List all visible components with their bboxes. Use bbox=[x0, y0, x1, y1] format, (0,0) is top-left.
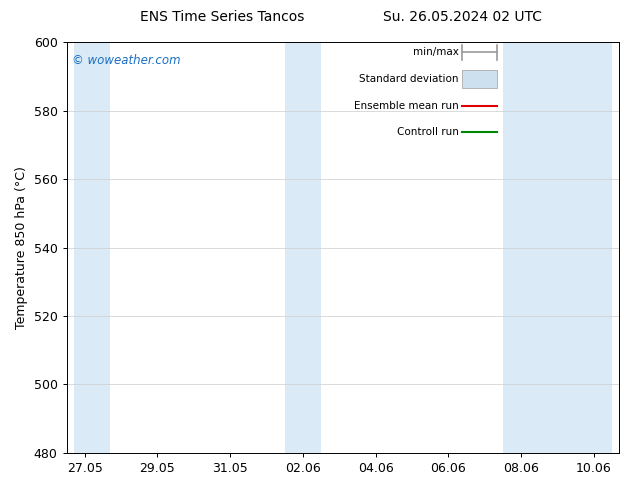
Bar bbox=[74, 42, 110, 453]
Bar bbox=[503, 42, 612, 453]
Text: Ensemble mean run: Ensemble mean run bbox=[354, 101, 459, 111]
Text: min/max: min/max bbox=[413, 48, 459, 57]
Text: © woweather.com: © woweather.com bbox=[72, 54, 181, 68]
Text: Standard deviation: Standard deviation bbox=[359, 74, 459, 84]
Text: Controll run: Controll run bbox=[397, 127, 459, 138]
FancyBboxPatch shape bbox=[462, 70, 498, 88]
Bar bbox=[285, 42, 321, 453]
Y-axis label: Temperature 850 hPa (°C): Temperature 850 hPa (°C) bbox=[15, 166, 28, 329]
Text: Su. 26.05.2024 02 UTC: Su. 26.05.2024 02 UTC bbox=[384, 10, 542, 24]
Text: ENS Time Series Tancos: ENS Time Series Tancos bbox=[139, 10, 304, 24]
